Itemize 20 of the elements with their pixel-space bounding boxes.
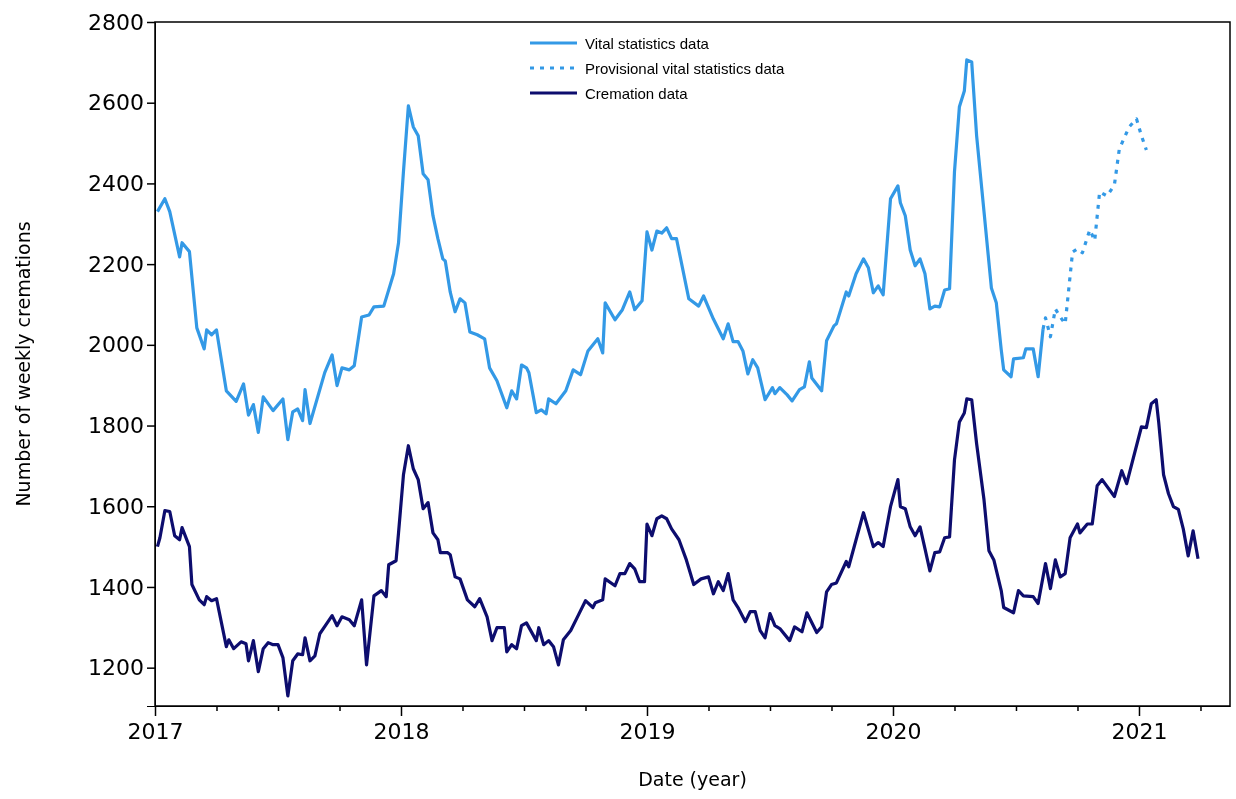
x-tick-label: 2021 — [1111, 719, 1168, 745]
y-tick-label: 2200 — [88, 251, 144, 277]
x-tick-label: 2020 — [865, 719, 922, 745]
y-tick-label: 1600 — [88, 493, 144, 519]
y-axis-title: Number of weekly cremations — [12, 221, 34, 507]
legend-label: Cremation data — [585, 85, 689, 102]
x-tick-label: 2019 — [619, 719, 676, 745]
y-tick-label: 2800 — [88, 9, 144, 35]
y-tick-label: 1800 — [88, 413, 144, 439]
y-tick-label: 2000 — [88, 332, 144, 358]
line-series — [155, 397, 1200, 698]
x-axis-title: Date (year) — [638, 768, 747, 790]
y-tick-label: 2400 — [88, 170, 144, 196]
y-tick-label: 2600 — [88, 90, 144, 116]
y-tick-label: 1400 — [88, 574, 144, 600]
legend-label: Vital statistics data — [585, 35, 710, 52]
x-tick-label: 2017 — [127, 719, 184, 745]
x-tick-label: 2018 — [373, 719, 430, 745]
legend-label: Provisional vital statistics data — [585, 60, 785, 77]
y-tick-label: 1200 — [88, 655, 144, 681]
